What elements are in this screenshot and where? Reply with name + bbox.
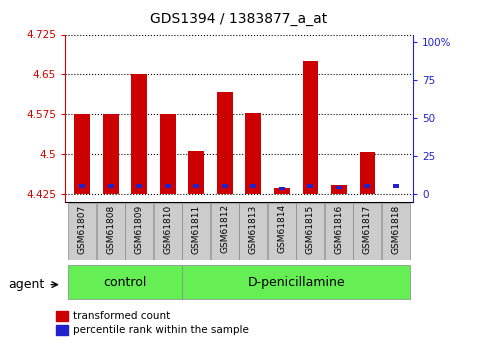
Bar	[354, 203, 381, 260]
Bar	[193, 184, 199, 188]
Bar	[131, 74, 147, 194]
Text: D-penicillamine: D-penicillamine	[247, 276, 345, 289]
Text: agent: agent	[9, 278, 45, 291]
Bar	[307, 184, 313, 188]
Bar	[188, 151, 204, 194]
Text: GSM61808: GSM61808	[106, 204, 115, 254]
Bar	[250, 184, 256, 188]
Text: percentile rank within the sample: percentile rank within the sample	[73, 325, 249, 335]
Bar	[154, 203, 182, 260]
Bar	[393, 184, 399, 188]
Text: GSM61817: GSM61817	[363, 204, 372, 254]
Bar	[302, 61, 318, 194]
Bar	[183, 203, 210, 260]
Bar	[359, 152, 375, 194]
Bar	[245, 112, 261, 194]
Bar	[382, 203, 410, 260]
Text: GSM61812: GSM61812	[220, 204, 229, 253]
Bar	[79, 184, 85, 188]
Text: control: control	[103, 276, 147, 289]
Text: GSM61818: GSM61818	[391, 204, 400, 254]
Text: GSM61807: GSM61807	[78, 204, 87, 254]
Text: GSM61814: GSM61814	[277, 204, 286, 253]
Bar	[56, 311, 69, 321]
Bar	[68, 265, 182, 299]
Bar	[240, 203, 267, 260]
Text: GSM61816: GSM61816	[334, 204, 343, 254]
Bar	[103, 114, 119, 194]
Text: GDS1394 / 1383877_a_at: GDS1394 / 1383877_a_at	[151, 12, 327, 26]
Bar	[274, 188, 290, 194]
Bar	[364, 184, 370, 188]
Bar	[126, 203, 153, 260]
Bar	[325, 203, 353, 260]
Text: GSM61815: GSM61815	[306, 204, 315, 254]
Bar	[211, 203, 239, 260]
Bar	[331, 185, 347, 194]
Bar	[165, 184, 171, 188]
Bar	[108, 184, 114, 188]
Bar	[160, 114, 176, 194]
Text: GSM61810: GSM61810	[163, 204, 172, 254]
Bar	[182, 265, 410, 299]
Bar	[297, 203, 324, 260]
Bar	[74, 114, 90, 194]
Bar	[279, 187, 285, 190]
Bar	[217, 92, 233, 194]
Bar	[222, 184, 228, 188]
Bar	[97, 203, 125, 260]
Bar	[56, 325, 69, 335]
Text: GSM61811: GSM61811	[192, 204, 201, 254]
Text: GSM61813: GSM61813	[249, 204, 258, 254]
Bar	[68, 203, 96, 260]
Bar	[268, 203, 296, 260]
Bar	[136, 184, 142, 188]
Bar	[336, 186, 342, 189]
Text: GSM61809: GSM61809	[135, 204, 144, 254]
Text: transformed count: transformed count	[73, 311, 170, 321]
